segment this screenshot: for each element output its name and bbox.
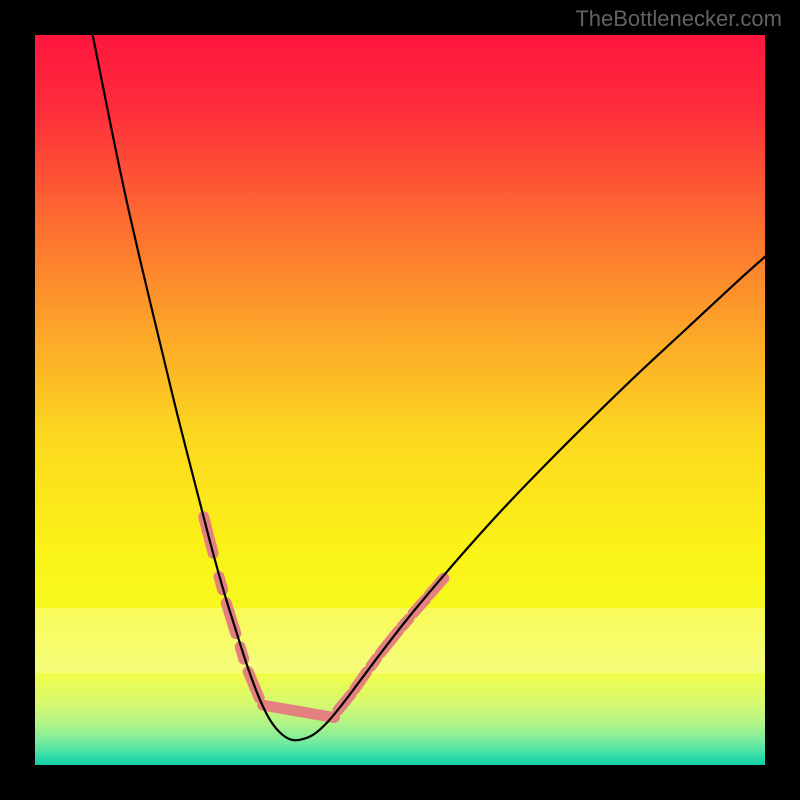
- plot-area: [35, 20, 772, 765]
- chart-root: TheBottlenecker.com: [0, 0, 800, 800]
- chart-svg: [0, 0, 800, 800]
- pale-band-overlay: [35, 608, 765, 673]
